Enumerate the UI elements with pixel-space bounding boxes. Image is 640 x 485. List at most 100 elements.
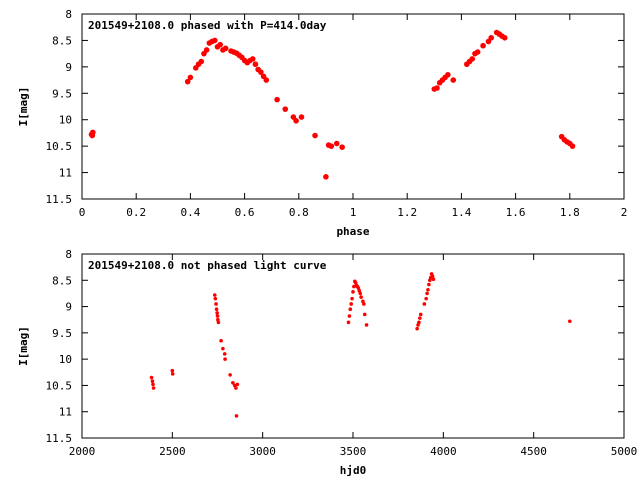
y-tick-label: 9: [65, 61, 72, 74]
data-point: [348, 307, 353, 312]
data-point: [151, 386, 156, 390]
y-tick-label: 10: [59, 353, 72, 366]
x-tick-label: 3000: [249, 445, 276, 458]
data-point: [212, 293, 217, 297]
x-axis-label: hjd0: [340, 464, 367, 477]
data-point: [234, 414, 239, 418]
y-tick-label: 11.5: [46, 432, 73, 445]
data-point: [424, 296, 428, 301]
data-point: [213, 296, 218, 301]
data-point: [358, 291, 363, 296]
data-point: [298, 114, 305, 120]
data-point: [187, 74, 194, 81]
x-tick-label: 4500: [520, 445, 547, 458]
data-point: [214, 302, 218, 306]
plot-frame: [81, 253, 625, 439]
data-point: [415, 326, 419, 331]
data-point: [211, 37, 218, 44]
data-point: [422, 302, 427, 306]
x-axis-label: phase: [336, 225, 369, 238]
data-point: [339, 144, 345, 150]
data-point: [222, 352, 227, 356]
data-point: [258, 69, 264, 75]
x-tick-label: 3500: [340, 445, 367, 458]
data-point: [417, 320, 421, 325]
data-point: [349, 302, 353, 306]
data-point: [350, 296, 354, 301]
data-point: [425, 291, 429, 296]
data-point: [150, 379, 155, 384]
x-tick-label: 5000: [611, 445, 638, 458]
data-point: [235, 382, 240, 387]
data-point: [450, 77, 457, 83]
x-tick-label: 1.2: [397, 206, 417, 219]
chart-title: 201549+2108.0 phased with P=414.0day: [88, 19, 327, 32]
data-point: [89, 132, 96, 139]
data-point: [252, 61, 259, 68]
data-point: [223, 357, 227, 361]
data-point: [170, 372, 175, 376]
data-point: [228, 373, 232, 377]
data-point: [274, 96, 280, 103]
data-point: [184, 78, 191, 85]
data-point: [215, 311, 219, 315]
data-point: [445, 71, 451, 78]
data-point: [568, 319, 572, 324]
plot-1: 0 0.2 0.4 0.6 0.8 1 1.2 1.4 1.6 1.8 2 8 8.5 9 9.5 10 10.…: [17, 8, 627, 238]
x-tick-label: 1: [350, 206, 357, 219]
x-tick-label: 1.6: [506, 206, 526, 219]
y-tick-label: 9.5: [52, 327, 72, 340]
data-point: [474, 49, 481, 55]
data-point: [214, 307, 219, 312]
data-point: [282, 106, 289, 112]
y-tick-label: 8: [65, 8, 72, 21]
data-point: [569, 143, 576, 149]
data-point: [234, 386, 238, 390]
x-tick-label: 0.8: [289, 206, 309, 219]
data-point: [364, 323, 369, 327]
plot-frame: [81, 13, 625, 200]
chart-title: 201549+2108.0 not phased light curve: [88, 259, 327, 272]
data-point: [216, 320, 221, 325]
y-tick-label: 11.5: [46, 193, 73, 206]
x-tick-label: 1.8: [560, 206, 580, 219]
data-point: [480, 42, 486, 49]
data-point: [222, 45, 229, 52]
data-point: [221, 346, 225, 351]
y-axis-label: I[mag]: [17, 326, 30, 366]
data-point: [352, 284, 356, 289]
x-tick-label: 0.4: [180, 206, 200, 219]
data-point: [362, 302, 366, 306]
y-tick-label: 10.5: [46, 140, 73, 153]
data-point: [293, 117, 299, 124]
data-point: [249, 56, 256, 62]
data-point: [263, 77, 270, 83]
data-point: [312, 132, 318, 139]
data-point: [427, 282, 431, 287]
data-point: [231, 381, 235, 385]
data-point: [418, 312, 423, 317]
y-tick-label: 10.5: [46, 379, 73, 392]
data-point: [347, 314, 352, 318]
x-tick-label: 2: [621, 206, 628, 219]
y-tick-label: 9.5: [52, 87, 72, 100]
data-point: [362, 312, 367, 317]
data-point: [488, 34, 495, 41]
x-tick-label: 2500: [159, 445, 186, 458]
x-tick-label: 1.4: [451, 206, 471, 219]
data-point: [328, 143, 335, 149]
data-point: [149, 375, 154, 380]
data-point: [333, 140, 340, 147]
data-point: [151, 382, 155, 387]
data-point: [203, 47, 210, 53]
y-tick-label: 11: [59, 406, 72, 419]
data-point: [434, 85, 440, 91]
data-point: [418, 316, 422, 320]
data-point: [217, 41, 224, 48]
data-point: [431, 277, 436, 282]
x-tick-label: 0.6: [235, 206, 255, 219]
data-points: [88, 29, 576, 180]
x-tick-label: 2000: [69, 445, 96, 458]
